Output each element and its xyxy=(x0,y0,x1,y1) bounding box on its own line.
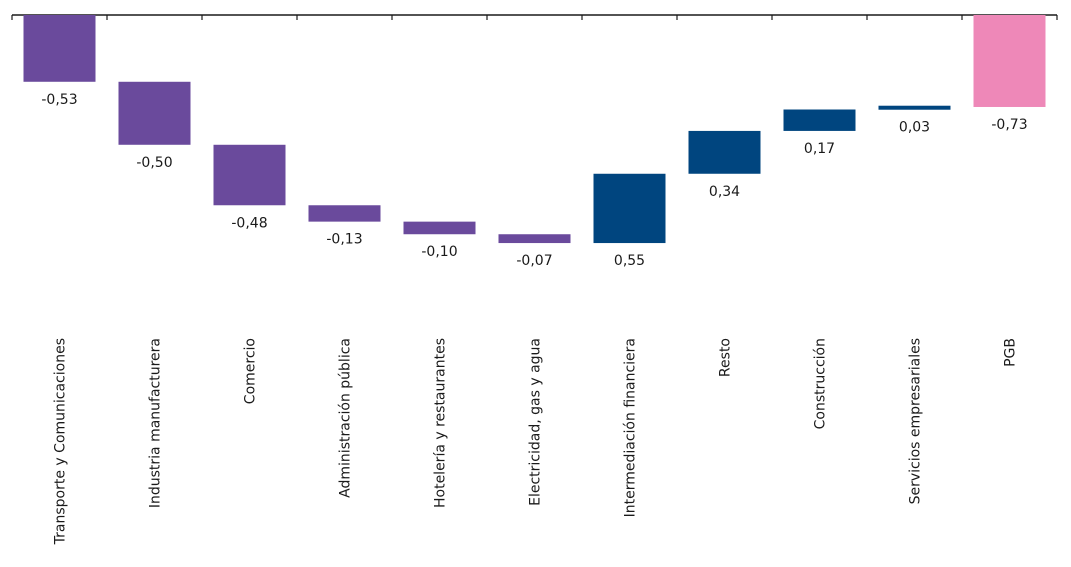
category-label: Hotelería y restaurantes xyxy=(433,338,449,508)
category-labels: Transporte y Comunicaciones Industria man… xyxy=(53,338,1019,545)
bar-9 xyxy=(878,105,951,110)
bar-7 xyxy=(688,130,761,174)
category-label: Resto xyxy=(718,338,734,377)
value-label: -0,13 xyxy=(326,232,362,248)
bar-10 xyxy=(973,15,1046,107)
bar-4 xyxy=(403,221,476,235)
value-label: -0,07 xyxy=(516,253,552,269)
value-label: -0,48 xyxy=(231,215,267,231)
x-axis xyxy=(11,14,1058,20)
category-label: Electricidad, gas y agua xyxy=(528,338,544,506)
value-label: -0,10 xyxy=(421,244,457,260)
value-label: -0,73 xyxy=(991,117,1027,133)
value-label: 0,34 xyxy=(709,184,740,200)
category-label: PGB xyxy=(1003,338,1019,367)
bar-6 xyxy=(593,173,666,244)
category-label: Construcción xyxy=(813,338,829,429)
value-labels: -0,53 -0,50 -0,48 -0,13 -0,10 -0,07 0,55 0,34 0,… xyxy=(41,92,1027,269)
bar-0 xyxy=(23,15,96,82)
bar-3 xyxy=(308,205,381,222)
value-label: 0,55 xyxy=(614,253,645,269)
category-label: Servicios empresariales xyxy=(908,338,924,504)
category-label: Transporte y Comunicaciones xyxy=(53,338,69,545)
value-label: 0,03 xyxy=(899,120,930,136)
category-label: Industria manufacturera xyxy=(148,338,164,508)
bar-5 xyxy=(498,234,571,244)
bar-1 xyxy=(118,81,191,145)
category-label: Comercio xyxy=(243,338,259,404)
value-label: 0,17 xyxy=(804,141,835,157)
bars xyxy=(23,15,1046,244)
category-label: Administración pública xyxy=(338,338,354,498)
bar-8 xyxy=(783,109,856,131)
bar-2 xyxy=(213,144,286,206)
value-label: -0,50 xyxy=(136,155,172,171)
value-label: -0,53 xyxy=(41,92,77,108)
category-label: Intermediación financiera xyxy=(623,338,639,517)
